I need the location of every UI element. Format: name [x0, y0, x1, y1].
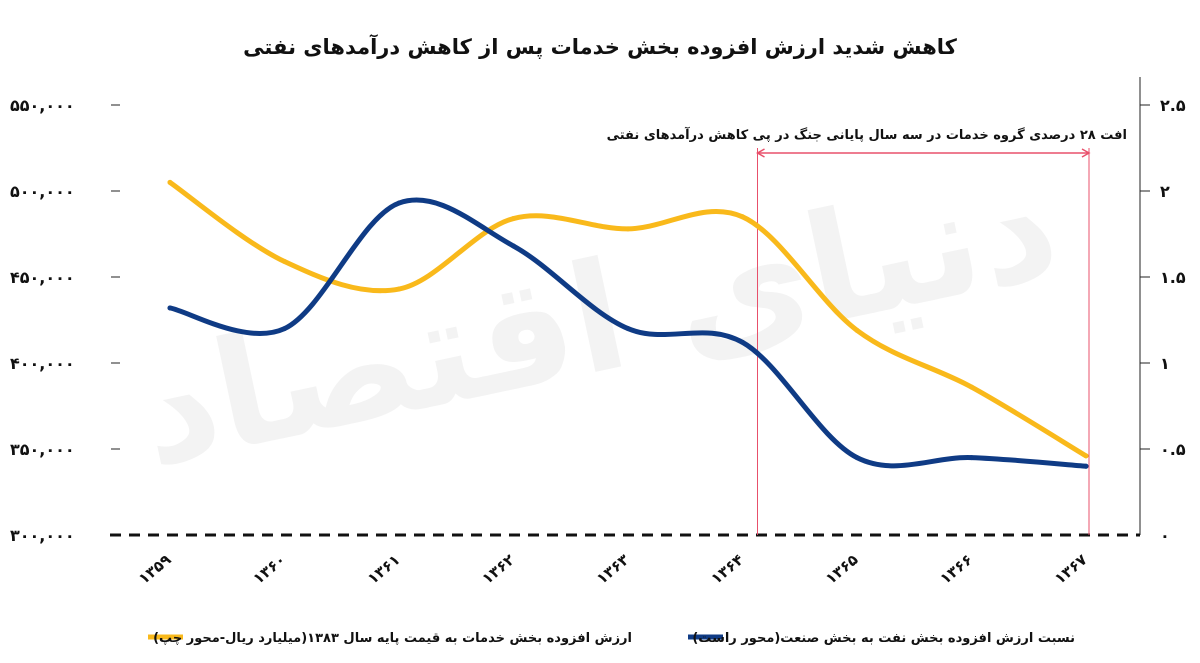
data-point: [167, 179, 173, 185]
left-axis-tick-label: ۳۵۰,۰۰۰: [10, 440, 75, 459]
left-axis-tick-label: ۵۰۰,۰۰۰: [10, 182, 75, 201]
x-tick-label: ۱۳۶۷: [1051, 551, 1091, 588]
data-point: [969, 384, 974, 390]
data-point: [740, 339, 745, 345]
right-axis-tick-label: ۰.۵: [1160, 440, 1186, 459]
right-axis-tick-label: ۱: [1160, 354, 1170, 373]
series-layer: [167, 179, 1089, 469]
data-point: [625, 226, 631, 232]
watermark: دنیای اقتصاد: [124, 137, 1072, 501]
data-point: [396, 286, 402, 292]
right-axis-tick-label: ۲: [1160, 182, 1170, 201]
data-point: [1083, 453, 1089, 459]
x-tick-label: ۱۳۶۳: [593, 551, 633, 588]
x-tick-label: ۱۳۶۴: [707, 551, 747, 588]
left-axis-tick-label: ۴۵۰,۰۰۰: [10, 268, 75, 287]
left-axis: ۳۰۰,۰۰۰ ۳۵۰,۰۰۰ ۴۰۰,۰۰۰ ۴۵۰,۰۰۰ ۵۰۰,۰۰۰ ۵۵۰,۰…: [10, 96, 120, 545]
right-axis-tick-label: ۰: [1160, 526, 1170, 545]
data-point: [625, 326, 631, 332]
x-axis: ۱۳۵۹ ۱۳۶۰ ۱۳۶۱ ۱۳۶۲ ۱۳۶۳ ۱۳۶۴ ۱۳۶۵ ۱۳۶۶ ۱۳۶۷: [135, 551, 1091, 588]
data-point: [396, 200, 402, 206]
data-point: [740, 214, 745, 220]
x-tick-label: ۱۳۶۵: [822, 551, 862, 588]
chart-title: کاهش شدید ارزش افزوده بخش خدمات پس از کا…: [243, 34, 958, 59]
x-tick-label: ۱۳۵۹: [135, 551, 175, 588]
right-axis-tick-label: ۲.۵: [1160, 96, 1186, 115]
x-tick-label: ۱۳۶۰: [249, 551, 289, 588]
annotation-arrowhead-left: [755, 148, 765, 158]
annotation-arrowhead-right: [1081, 148, 1091, 158]
x-tick-label: ۱۳۶۶: [936, 551, 976, 588]
data-point: [511, 243, 516, 249]
right-axis: ۰ ۰.۵ ۱ ۱.۵ ۲ ۲.۵: [1139, 77, 1186, 545]
data-point: [969, 455, 974, 461]
legend-label-services: ارزش افزوده بخش خدمات به قیمت پایه سال ۱…: [153, 631, 632, 646]
annotation-text: افت ۲۸ درصدی گروه خدمات در سه سال پایانی…: [607, 126, 1127, 143]
data-point: [282, 326, 287, 332]
x-tick-label: ۱۳۶۲: [478, 551, 518, 588]
legend-label-oil-ratio: نسبت ارزش افزوده بخش نفت به بخش صنعت(محو…: [692, 631, 1075, 646]
data-point: [511, 216, 516, 222]
left-axis-tick-label: ۵۵۰,۰۰۰: [10, 96, 75, 115]
data-point: [854, 327, 860, 333]
data-point: [1083, 463, 1089, 469]
legend: ارزش افزوده بخش خدمات به قیمت پایه سال ۱…: [148, 631, 1075, 646]
data-point: [167, 305, 173, 311]
x-tick-label: ۱۳۶۱: [364, 551, 404, 588]
data-point: [282, 259, 287, 265]
right-axis-tick-label: ۱.۵: [1160, 268, 1186, 287]
left-axis-tick-label: ۳۰۰,۰۰۰: [10, 526, 75, 545]
annotation: افت ۲۸ درصدی گروه خدمات در سه سال پایانی…: [607, 126, 1127, 535]
data-point: [854, 455, 860, 461]
left-axis-tick-label: ۴۰۰,۰۰۰: [10, 354, 75, 373]
